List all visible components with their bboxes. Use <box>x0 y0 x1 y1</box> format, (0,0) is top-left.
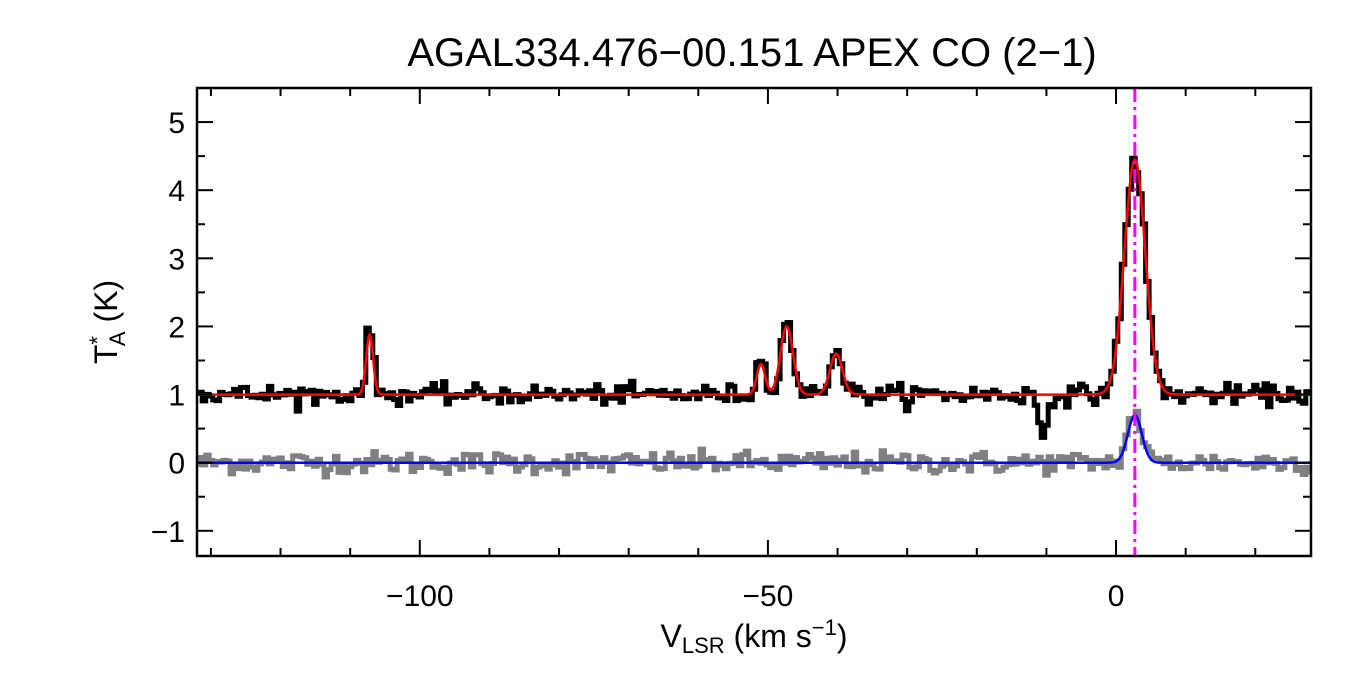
series-residual-fit-line <box>197 413 1311 464</box>
plot-area <box>197 88 1311 556</box>
y-tick-label: 1 <box>168 380 185 413</box>
x-tick-label: −100 <box>386 580 454 613</box>
x-tick-label: 0 <box>1108 580 1125 613</box>
y-tick-label: 5 <box>168 107 185 140</box>
y-tick-label: −1 <box>151 516 185 549</box>
y-tick-label: 2 <box>168 311 185 344</box>
axes: −100 −50 0 −1 0 1 2 3 4 5 <box>151 86 1313 613</box>
x-tick-label: −50 <box>742 580 793 613</box>
series-residual-histogram <box>197 408 1311 480</box>
y-tick-label: 0 <box>168 448 185 481</box>
y-tick-label: 3 <box>168 243 185 276</box>
y-axis-label: T*A (K) <box>85 280 130 364</box>
y-tick-label: 4 <box>168 175 185 208</box>
series-fit-line <box>197 157 1311 396</box>
x-axis-label: VLSR (km s−1) <box>661 615 848 658</box>
chart-title: AGAL334.476−00.151 APEX CO (2−1) <box>407 31 1096 75</box>
plot-frame <box>195 86 1313 558</box>
series-observed-histogram <box>197 155 1311 440</box>
